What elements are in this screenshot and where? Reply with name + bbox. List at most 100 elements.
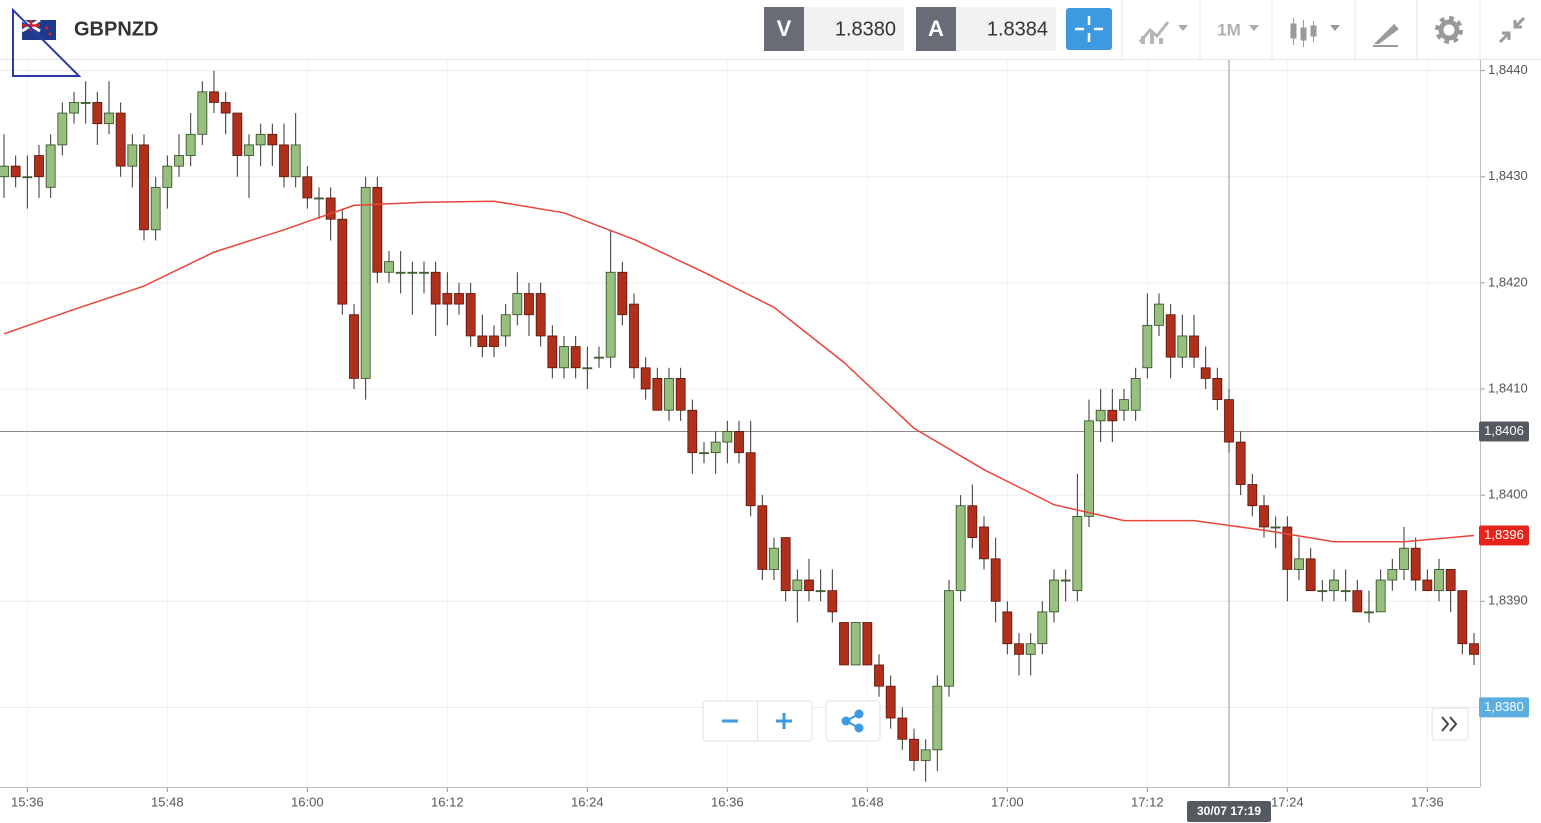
scroll-end-icon: [1441, 716, 1458, 732]
candle-body: [1095, 409, 1106, 422]
price-label: 1,8406: [1484, 423, 1524, 438]
candle-body: [815, 590, 826, 593]
candle-body: [127, 144, 138, 167]
candle-body: [640, 367, 651, 390]
candle-body: [699, 452, 709, 455]
candle-body: [1410, 547, 1421, 581]
candle-body: [605, 271, 616, 358]
candle-body: [839, 622, 849, 666]
candle-body: [1154, 303, 1164, 326]
chart-type-button[interactable]: [1138, 21, 1188, 44]
candle-body: [967, 505, 978, 538]
candle-body: [1259, 505, 1269, 528]
candle-body: [1165, 314, 1176, 358]
bar-icon: [1141, 36, 1145, 44]
candle-body: [1282, 526, 1293, 570]
draw-icon: [1374, 24, 1399, 44]
candle-body: [1375, 579, 1386, 613]
candle-body: [1002, 611, 1013, 645]
gear-teeth: [1435, 16, 1463, 44]
share-button[interactable]: [825, 700, 881, 742]
scroll-end-button[interactable]: [1431, 707, 1469, 741]
timeframe-button[interactable]: 1M: [1217, 20, 1259, 39]
price-label-box: [1479, 421, 1529, 442]
candle-body: [349, 314, 359, 379]
candle-body: [990, 558, 1001, 602]
x-tick-label: 16:36: [711, 794, 744, 809]
candle-body: [174, 155, 184, 167]
candle-body: [629, 303, 639, 369]
x-tick-label: 16:48: [851, 794, 884, 809]
candle-body: [45, 144, 56, 188]
candle-body: [1247, 484, 1258, 507]
candle-body: [244, 144, 254, 156]
settings-button[interactable]: [1435, 16, 1463, 44]
flag-star: [48, 32, 52, 36]
candle-body: [1445, 569, 1456, 592]
candle-body: [617, 271, 628, 316]
candle-body: [69, 102, 79, 114]
candle-body: [1399, 547, 1409, 570]
y-tick-label: 1,8430: [1488, 168, 1528, 183]
candle-body: [1025, 643, 1036, 655]
crosshair-button[interactable]: [1066, 8, 1112, 50]
candle-body: [360, 186, 371, 379]
candle-body: [687, 409, 698, 454]
candle-body: [1317, 590, 1328, 593]
toolbar: GBPNZD V 1.8380 A 1.8384 1M: [0, 0, 1541, 77]
dropdown-arrow: [1178, 25, 1188, 31]
candle-body: [209, 91, 219, 103]
gear-ring: [1438, 19, 1460, 41]
candle-body: [395, 271, 406, 274]
share-icon-dot: [841, 716, 851, 726]
bid-price: 1.8380: [835, 18, 896, 40]
timeframe: 1M: [1217, 20, 1241, 39]
candle-body: [920, 749, 931, 761]
x-tick-label: 16:12: [431, 794, 464, 809]
flag-star: [45, 26, 49, 30]
symbol: GBPNZD: [74, 18, 158, 40]
selection-triangle: [12, 7, 82, 77]
candle-body: [979, 526, 989, 560]
candle-body: [290, 144, 301, 178]
bar-icon: [1159, 38, 1163, 44]
crosshair-button-bg[interactable]: [1066, 8, 1112, 50]
candle-body: [792, 579, 803, 592]
candle-body: [1224, 399, 1234, 443]
candle-body: [1084, 420, 1094, 517]
moving-average-line: [3, 200, 1475, 543]
crosshair-time-label: 30/07 17:19: [1197, 804, 1261, 818]
candle-body: [1340, 590, 1351, 593]
candle-body: [512, 293, 523, 316]
candle-body: [92, 102, 103, 125]
candle-body: [232, 112, 243, 156]
candle-body: [722, 431, 733, 443]
candle-body: [734, 431, 744, 454]
dropdown-arrow: [1330, 25, 1340, 31]
bid-button[interactable]: [764, 7, 804, 51]
candle-body: [162, 165, 173, 188]
zoom-in-button[interactable]: [776, 713, 792, 729]
price-label: 1,8380: [1484, 699, 1524, 714]
candle-body: [1387, 569, 1398, 581]
candle-body: [80, 102, 91, 104]
share-icon-dot: [854, 723, 864, 733]
candle-type-button[interactable]: [1290, 18, 1340, 47]
candle-body: [582, 367, 593, 370]
candle-body: [197, 91, 208, 135]
candle-body: [535, 293, 546, 337]
draw-button[interactable]: [1373, 24, 1399, 47]
plot-area: 1,8380 1,8390 1,8400 1,8410 1,8420 1,8430 1,84…: [0, 60, 1529, 822]
x-tick-label: 17:24: [1271, 794, 1304, 809]
candle-body: [1177, 335, 1188, 358]
candle-body: [1294, 558, 1304, 570]
candle-body: [850, 622, 861, 666]
y-tick-label: 1,8410: [1488, 380, 1528, 395]
candle-body: [1364, 611, 1374, 614]
ask-button[interactable]: [916, 7, 956, 51]
candle-body: [827, 590, 838, 613]
collapse-button[interactable]: [1498, 16, 1526, 44]
candle-body: [664, 377, 674, 411]
